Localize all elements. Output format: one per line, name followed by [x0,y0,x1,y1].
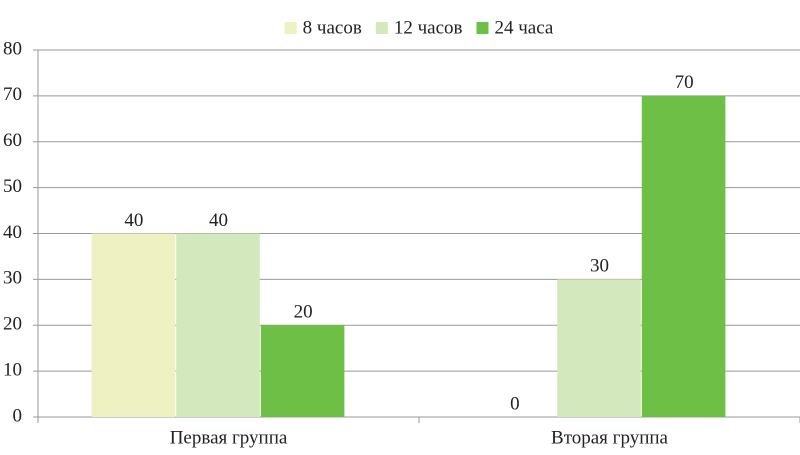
data-label: 30 [590,256,609,277]
x-tick-label: Вторая группа [551,427,669,448]
y-tick-label: 80 [3,38,22,59]
data-label: 40 [209,210,228,231]
legend-swatch [476,22,489,34]
legend-swatch [284,22,297,34]
data-label: 20 [294,302,313,323]
y-tick-label: 0 [13,405,23,426]
y-tick-label: 20 [3,314,22,335]
legend-label: 12 часов [394,17,463,38]
legend-swatch [375,22,388,34]
bar [91,233,176,417]
y-tick-label: 60 [3,130,22,151]
data-label: 0 [510,393,520,414]
data-label: 40 [124,210,143,231]
bar [260,325,345,417]
y-tick-label: 70 [3,84,22,105]
y-tick-label: 40 [3,222,22,243]
x-tick-label: Первая группа [170,427,288,448]
y-tick-label: 50 [3,176,22,197]
bar [641,95,726,417]
legend-label: 24 часа [494,17,553,38]
legend-label: 8 часов [303,17,362,38]
bar [176,233,260,417]
y-tick-label: 10 [3,359,22,380]
bar [557,279,641,417]
data-label: 70 [675,72,694,93]
y-tick-label: 30 [3,268,22,289]
